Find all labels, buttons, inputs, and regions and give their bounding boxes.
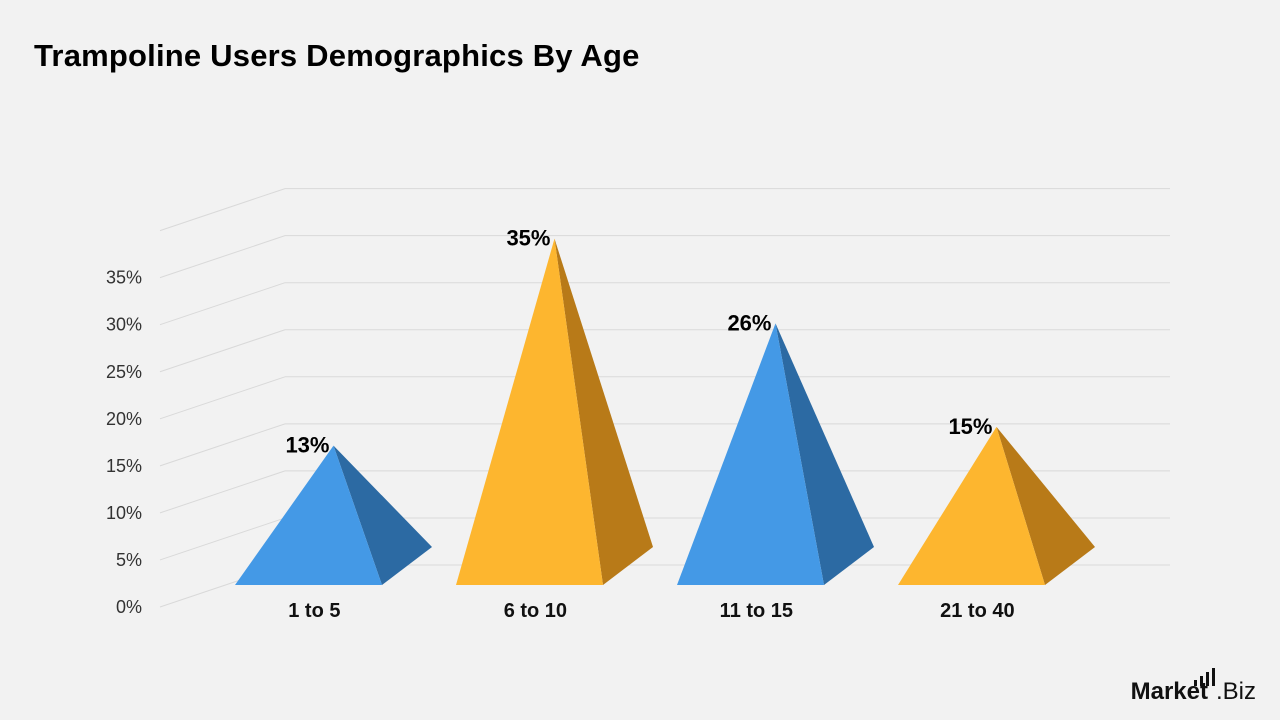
y-tick-label: 20% [106, 409, 142, 429]
gridline-depth [159, 517, 286, 561]
y-axis-ticks: 0% 5% 10% 15% 20% 25% 30% 35% [106, 268, 142, 617]
y-tick-label: 15% [106, 456, 142, 476]
gridline-depth [159, 376, 286, 420]
pyramid-bar [677, 323, 874, 585]
pyramid-bar [456, 238, 653, 585]
y-tick-label: 0% [116, 597, 142, 617]
pyramid-front-face [456, 238, 603, 585]
data-label: 26% [727, 310, 771, 335]
x-category-label: 21 to 40 [940, 600, 1014, 622]
gridline-depth [159, 282, 286, 326]
data-labels: 13% 35% 26% 15% [285, 226, 992, 458]
y-tick-label: 30% [106, 315, 142, 335]
pyramid-side-face [775, 323, 874, 585]
gridline-depth [159, 423, 286, 467]
pyramid-side-face [333, 445, 432, 585]
gridline-depth [159, 470, 286, 514]
pyramid-bar [898, 426, 1095, 585]
x-axis-labels: 1 to 5 6 to 10 11 to 15 21 to 40 [288, 600, 1014, 622]
gridline-depth [159, 235, 286, 279]
x-category-label: 1 to 5 [288, 600, 340, 622]
data-label: 13% [285, 433, 329, 458]
pyramids [235, 238, 1095, 585]
gridline-depth [159, 188, 286, 232]
brand-biz-text: .Biz [1215, 678, 1256, 705]
x-category-label: 11 to 15 [720, 600, 793, 622]
pyramid-front-face [677, 323, 824, 585]
pyramid-side-face [554, 238, 653, 585]
y-tick-label: 5% [116, 550, 142, 570]
x-category-label: 6 to 10 [504, 600, 567, 622]
chart-title: Trampoline Users Demographics By Age [34, 38, 640, 73]
gridline-depth [159, 329, 286, 373]
y-tick-label: 35% [106, 268, 142, 288]
pyramid-bar [235, 445, 432, 585]
data-label: 15% [948, 414, 992, 439]
brand-logo: Market .Biz [1131, 668, 1256, 706]
pyramid-front-face [898, 426, 1045, 585]
brand-bars-icon [1193, 668, 1215, 686]
data-label: 35% [506, 226, 550, 251]
y-tick-label: 10% [106, 503, 142, 523]
pyramid-side-face [996, 426, 1095, 585]
pyramid-front-face [235, 445, 382, 585]
y-tick-label: 25% [106, 362, 142, 382]
